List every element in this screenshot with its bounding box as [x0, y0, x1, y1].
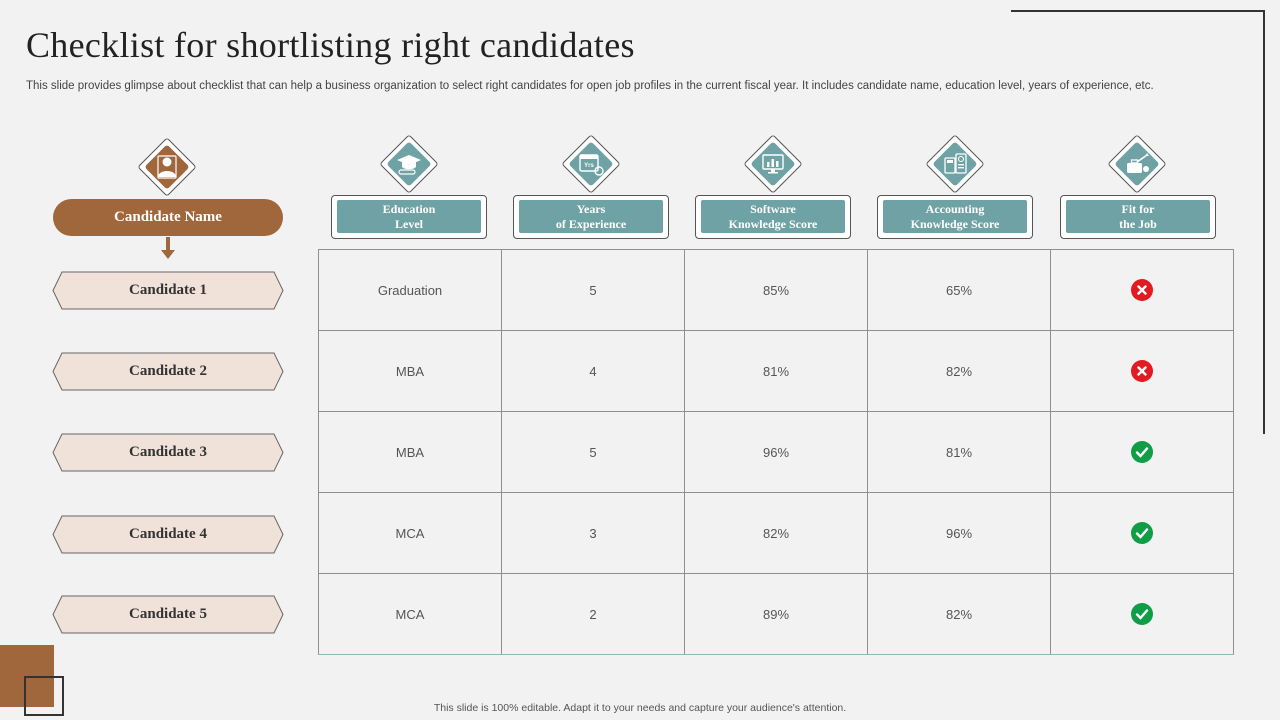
- column-header-label: Fit for the Job: [1066, 200, 1210, 233]
- cross-icon: [1131, 279, 1153, 301]
- candidate-label-text: Candidate 4: [129, 526, 207, 542]
- briefcase-icon: [1107, 134, 1167, 194]
- candidate-label: Candidate 3: [52, 433, 284, 472]
- calculator-icon: [925, 134, 985, 194]
- accounting-score-cell: 96%: [867, 492, 1051, 574]
- column-header-label: Software Knowledge Score: [701, 200, 845, 233]
- education-cell: MBA: [318, 330, 502, 412]
- candidate-label-text: Candidate 5: [129, 606, 207, 622]
- page-subtitle: This slide provides glimpse about checkl…: [26, 80, 1154, 92]
- candidate-label-text: Candidate 2: [129, 363, 207, 379]
- software-score-cell: 89%: [684, 573, 868, 655]
- column-header-label: Education Level: [337, 200, 481, 233]
- candidate-label: Candidate 5: [52, 595, 284, 634]
- column-header-software: Software Knowledge Score: [695, 195, 851, 239]
- education-cell: MCA: [318, 492, 502, 574]
- accounting-score-cell: 82%: [867, 573, 1051, 655]
- software-score-cell: 81%: [684, 330, 868, 412]
- education-cell: MCA: [318, 573, 502, 655]
- column-header-accounting: Accounting Knowledge Score: [877, 195, 1033, 239]
- table-row: MCA 3 82% 96%: [318, 492, 1234, 574]
- cross-icon: [1131, 360, 1153, 382]
- column-header-label: Accounting Knowledge Score: [883, 200, 1027, 233]
- user-icon: [137, 137, 197, 197]
- calendar-years-icon: Yrs: [561, 134, 621, 194]
- education-cell: Graduation: [318, 249, 502, 331]
- accounting-score-cell: 65%: [867, 249, 1051, 331]
- column-header-years: Years of Experience: [513, 195, 669, 239]
- checklist-table: Graduation 5 85% 65% MBA 4 81% 82% MBA 5…: [318, 249, 1234, 655]
- candidate-label-text: Candidate 3: [129, 444, 207, 460]
- accounting-score-cell: 82%: [867, 330, 1051, 412]
- software-score-cell: 85%: [684, 249, 868, 331]
- candidate-name-header: Candidate Name: [53, 199, 283, 236]
- years-cell: 3: [501, 492, 685, 574]
- candidate-label: Candidate 2: [52, 352, 284, 391]
- check-icon: [1131, 603, 1153, 625]
- corner-frame-decoration: [1011, 10, 1265, 434]
- years-cell: 2: [501, 573, 685, 655]
- column-header-fit: Fit for the Job: [1060, 195, 1216, 239]
- fit-cell: [1050, 573, 1234, 655]
- corner-square-decoration: [24, 676, 64, 716]
- column-header-label: Years of Experience: [519, 200, 663, 233]
- check-icon: [1131, 522, 1153, 544]
- table-row: MBA 4 81% 82%: [318, 330, 1234, 412]
- svg-text:Yrs: Yrs: [584, 163, 594, 169]
- fit-cell: [1050, 249, 1234, 331]
- software-score-cell: 82%: [684, 492, 868, 574]
- fit-cell: [1050, 492, 1234, 574]
- table-row: MBA 5 96% 81%: [318, 411, 1234, 493]
- computer-chart-icon: [743, 134, 803, 194]
- page-title: Checklist for shortlisting right candida…: [26, 25, 635, 65]
- check-icon: [1131, 441, 1153, 463]
- accounting-score-cell: 81%: [867, 411, 1051, 493]
- down-arrow-icon: [161, 237, 175, 259]
- years-cell: 5: [501, 249, 685, 331]
- footer-note: This slide is 100% editable. Adapt it to…: [433, 702, 847, 714]
- fit-cell: [1050, 330, 1234, 412]
- years-cell: 5: [501, 411, 685, 493]
- software-score-cell: 96%: [684, 411, 868, 493]
- table-row: Graduation 5 85% 65%: [318, 249, 1234, 331]
- table-row: MCA 2 89% 82%: [318, 573, 1234, 655]
- education-cell: MBA: [318, 411, 502, 493]
- years-cell: 4: [501, 330, 685, 412]
- fit-cell: [1050, 411, 1234, 493]
- candidate-label-text: Candidate 1: [129, 282, 207, 298]
- column-header-education: Education Level: [331, 195, 487, 239]
- candidate-label: Candidate 1: [52, 271, 284, 310]
- candidate-label: Candidate 4: [52, 515, 284, 554]
- graduation-cap-icon: [379, 134, 439, 194]
